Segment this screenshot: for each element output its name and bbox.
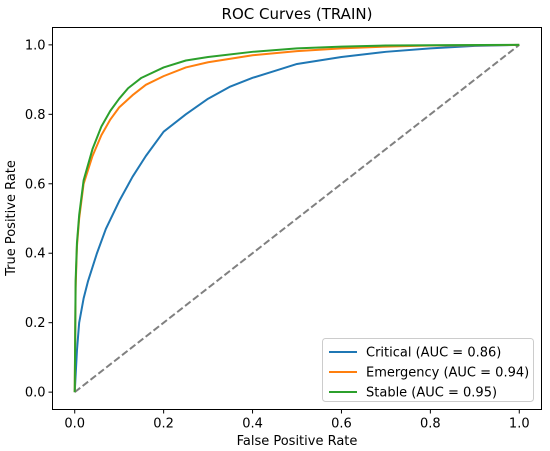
x-tick-label: 0.6	[331, 417, 352, 432]
series-line-2	[73, 43, 520, 393]
legend-label: Emergency (AUC = 0.94)	[366, 366, 529, 381]
plot-frame	[52, 27, 542, 410]
legend-label: Critical (AUC = 0.86)	[366, 346, 501, 361]
x-axis-label: False Positive Rate	[237, 434, 358, 449]
chance-diagonal-line	[74, 44, 520, 393]
y-tick-label: 0.4	[25, 247, 46, 262]
legend-label: Stable (AUC = 0.95)	[366, 386, 497, 401]
y-tick-label: 0.2	[25, 316, 46, 331]
x-tick-label: 0.4	[242, 417, 263, 432]
plot-area	[73, 43, 520, 393]
x-tick-label: 1.0	[509, 417, 530, 432]
x-tick-label: 0.2	[153, 417, 174, 432]
y-tick-label: 0.6	[25, 177, 46, 192]
chart-title: ROC Curves (TRAIN)	[222, 5, 373, 23]
legend: Critical (AUC = 0.86) Emergency (AUC = 0.…	[322, 338, 534, 402]
series-layer	[73, 43, 520, 393]
series-line-0	[73, 43, 520, 393]
x-tick-label: 0.8	[420, 417, 441, 432]
y-axis: 0.0 0.2 0.4 0.6 0.8 1.0	[25, 38, 53, 401]
y-tick-label: 0.8	[25, 108, 46, 123]
x-tick-label: 0.0	[64, 417, 85, 432]
legend-box	[322, 338, 534, 402]
x-axis: 0.0 0.2 0.4 0.6 0.8 1.0	[64, 409, 530, 432]
y-axis-label: True Positive Rate	[4, 160, 19, 277]
y-tick-label: 1.0	[25, 38, 46, 53]
y-tick-label: 0.0	[25, 386, 46, 401]
